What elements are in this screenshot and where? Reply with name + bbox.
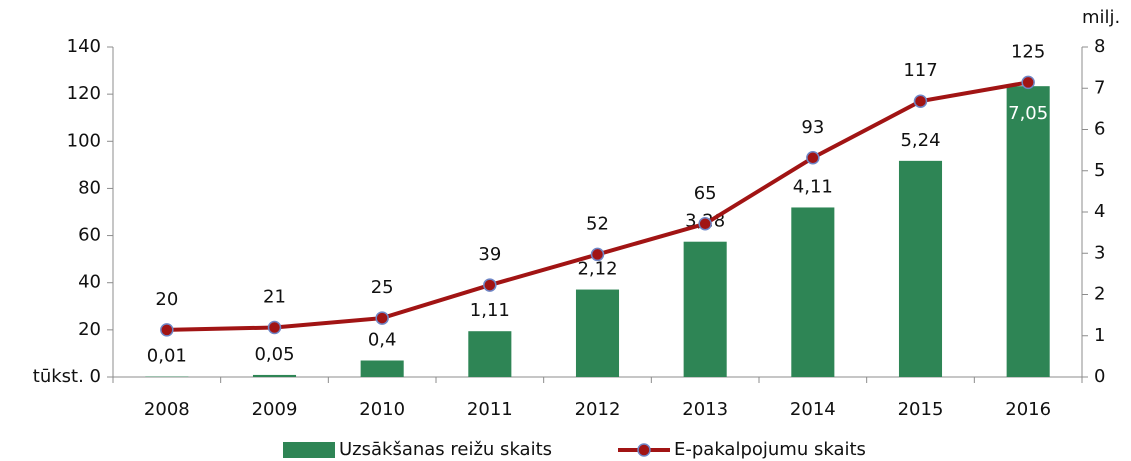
bar-value-label: 7,05 [1008, 103, 1048, 124]
line-value-label: 25 [371, 277, 394, 298]
line-marker [267, 320, 282, 335]
y2-tick-label: 7 [1094, 77, 1105, 98]
x-tick-label: 2011 [467, 399, 513, 420]
x-tick-label: 2015 [898, 399, 944, 420]
y2-tick-label: 4 [1094, 201, 1105, 222]
y2-tick-label: 3 [1094, 242, 1105, 263]
y-tick-label: tūkst. 0 [33, 366, 101, 387]
legend-swatch [283, 442, 335, 458]
legend-marker [637, 443, 651, 457]
line-marker [483, 278, 497, 292]
x-tick-label: 2009 [252, 399, 298, 420]
y-tick-label: 60 [78, 225, 101, 246]
y-tick-label: 80 [78, 177, 101, 198]
y2-tick-label: 1 [1094, 325, 1105, 346]
bar [468, 331, 512, 377]
y-tick-label: 140 [67, 36, 101, 57]
x-tick-label: 2008 [144, 399, 190, 420]
bar-value-label: 2,12 [577, 259, 617, 280]
line-marker [913, 94, 928, 108]
line-value-label: 39 [478, 244, 501, 265]
line-marker [375, 311, 389, 325]
y-tick-label: 100 [67, 130, 101, 151]
x-tick-label: 2012 [575, 399, 621, 420]
bar [360, 360, 404, 377]
bar-value-label: 5,24 [900, 130, 940, 151]
bar [898, 160, 943, 377]
bar [252, 374, 297, 377]
x-tick-label: 2016 [1005, 399, 1051, 420]
y-tick-label: 40 [78, 272, 101, 293]
line-value-label: 125 [1011, 41, 1045, 62]
bar-value-label: 0,01 [147, 346, 187, 367]
line-value-label: 20 [155, 289, 178, 310]
bar-value-label: 4,11 [793, 176, 833, 197]
line-value-label: 93 [801, 117, 824, 138]
legend-label: E-pakalpojumu skaits [674, 439, 866, 460]
y2-axis-label: milj. [1082, 7, 1120, 28]
bar-value-label: 1,11 [470, 300, 510, 321]
line-value-label: 21 [263, 287, 286, 308]
bar [1006, 86, 1050, 377]
line-marker [590, 247, 605, 262]
bar [575, 289, 620, 377]
y2-tick-label: 2 [1094, 284, 1105, 305]
y2-tick-label: 0 [1094, 366, 1105, 387]
line-value-label: 117 [903, 60, 937, 81]
line-marker [698, 217, 712, 231]
legend-label: Uzsākšanas reižu skaits [339, 439, 552, 460]
line-value-label: 52 [586, 213, 609, 234]
line-marker [160, 323, 174, 337]
bar [683, 241, 727, 377]
y-tick-label: 120 [67, 83, 101, 104]
bar-value-label: 0,4 [368, 330, 397, 351]
line-value-label: 65 [694, 183, 717, 204]
y2-tick-label: 8 [1094, 36, 1105, 57]
y2-tick-label: 6 [1094, 119, 1105, 140]
x-tick-label: 2014 [790, 399, 836, 420]
x-tick-label: 2013 [682, 399, 728, 420]
x-tick-label: 2010 [359, 399, 405, 420]
y2-tick-label: 5 [1094, 160, 1105, 181]
line-marker [806, 151, 820, 165]
line-marker [1021, 75, 1035, 90]
bar [791, 207, 835, 377]
bar-value-label: 0,05 [254, 344, 294, 365]
y-tick-label: 20 [78, 319, 101, 340]
